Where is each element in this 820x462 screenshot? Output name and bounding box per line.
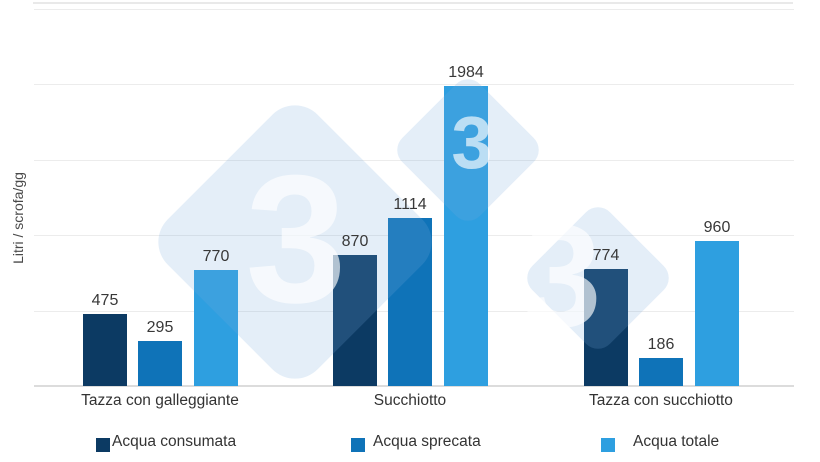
bar-acqua-totale <box>695 241 739 386</box>
bar-acqua-consumata <box>333 255 377 386</box>
category-label: Succhiotto <box>373 392 447 409</box>
x-axis-line <box>34 385 794 387</box>
gridline <box>34 160 794 161</box>
category-label: Tazza con succhiotto <box>589 392 733 409</box>
legend-swatch-acqua-totale <box>601 438 615 452</box>
value-label: 295 <box>146 319 174 336</box>
top-divider <box>33 2 793 4</box>
value-label: 1984 <box>448 64 484 81</box>
gridline <box>34 84 794 85</box>
legend-label: Acqua totale <box>633 433 720 450</box>
value-label: 186 <box>647 336 675 353</box>
bar-acqua-consumata <box>584 269 628 386</box>
bar-acqua-sprecata <box>388 218 432 386</box>
y-axis-label: Litri / scrofa/gg <box>10 172 26 264</box>
legend-swatch-acqua-consumata <box>96 438 110 452</box>
value-label: 770 <box>202 248 230 265</box>
legend-label: Acqua consumata <box>112 433 237 450</box>
bar-acqua-sprecata <box>639 358 683 386</box>
bar-acqua-totale <box>194 270 238 386</box>
value-label: 475 <box>91 292 119 309</box>
value-label: 960 <box>703 219 731 236</box>
bar-acqua-consumata <box>83 314 127 386</box>
legend-label: Acqua sprecata <box>373 433 481 450</box>
category-label: Tazza con galleggiante <box>81 392 239 409</box>
value-label: 1114 <box>393 196 427 213</box>
value-label: 870 <box>341 233 369 250</box>
bar-acqua-totale <box>444 86 488 386</box>
value-label: 774 <box>592 247 620 264</box>
bar-acqua-sprecata <box>138 341 182 386</box>
gridline <box>34 9 794 10</box>
legend-swatch-acqua-sprecata <box>351 438 365 452</box>
